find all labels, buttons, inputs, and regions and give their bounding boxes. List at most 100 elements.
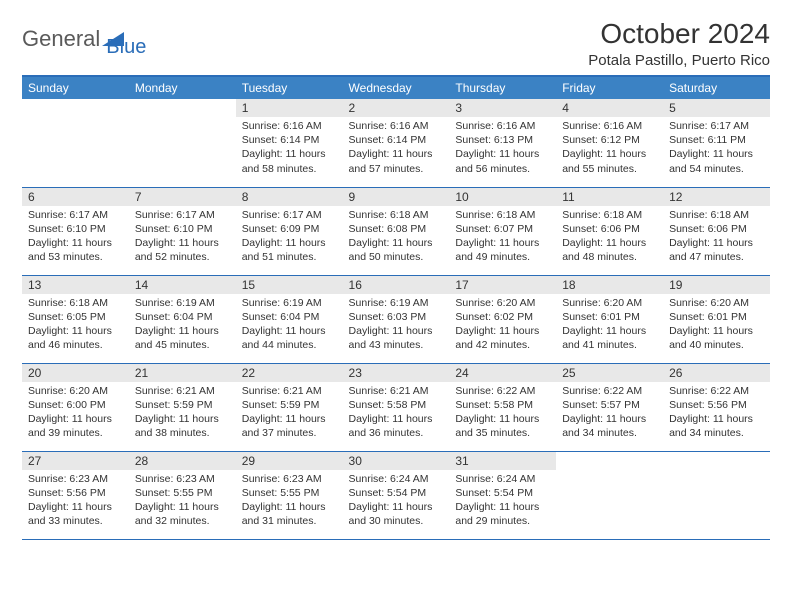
weekday-header: Saturday	[663, 76, 770, 99]
calendar-cell: 21Sunrise: 6:21 AMSunset: 5:59 PMDayligh…	[129, 363, 236, 451]
title-block: October 2024 Potala Pastillo, Puerto Ric…	[588, 18, 770, 69]
sunset-text: Sunset: 6:13 PM	[455, 133, 550, 147]
calendar-cell: 12Sunrise: 6:18 AMSunset: 6:06 PMDayligh…	[663, 187, 770, 275]
sunrise-text: Sunrise: 6:22 AM	[562, 384, 657, 398]
day-details: Sunrise: 6:22 AMSunset: 5:56 PMDaylight:…	[663, 382, 770, 445]
sunset-text: Sunset: 6:10 PM	[135, 222, 230, 236]
sunrise-text: Sunrise: 6:19 AM	[242, 296, 337, 310]
day-details: Sunrise: 6:23 AMSunset: 5:55 PMDaylight:…	[236, 470, 343, 533]
sunrise-text: Sunrise: 6:21 AM	[349, 384, 444, 398]
sunrise-text: Sunrise: 6:20 AM	[455, 296, 550, 310]
sunset-text: Sunset: 6:03 PM	[349, 310, 444, 324]
day-number: 29	[236, 452, 343, 470]
sunset-text: Sunset: 6:01 PM	[562, 310, 657, 324]
daylight-text: Daylight: 11 hours and 41 minutes.	[562, 324, 657, 352]
daylight-text: Daylight: 11 hours and 31 minutes.	[242, 500, 337, 528]
day-details: Sunrise: 6:24 AMSunset: 5:54 PMDaylight:…	[343, 470, 450, 533]
day-details: Sunrise: 6:17 AMSunset: 6:10 PMDaylight:…	[22, 206, 129, 269]
day-details: Sunrise: 6:20 AMSunset: 6:00 PMDaylight:…	[22, 382, 129, 445]
calendar-cell: 18Sunrise: 6:20 AMSunset: 6:01 PMDayligh…	[556, 275, 663, 363]
sunset-text: Sunset: 5:55 PM	[242, 486, 337, 500]
sunset-text: Sunset: 5:56 PM	[669, 398, 764, 412]
daylight-text: Daylight: 11 hours and 30 minutes.	[349, 500, 444, 528]
sunset-text: Sunset: 6:12 PM	[562, 133, 657, 147]
sunset-text: Sunset: 5:59 PM	[135, 398, 230, 412]
sunset-text: Sunset: 6:07 PM	[455, 222, 550, 236]
logo-text-2: Blue	[106, 36, 146, 59]
daylight-text: Daylight: 11 hours and 49 minutes.	[455, 236, 550, 264]
page: General Blue October 2024 Potala Pastill…	[0, 0, 792, 558]
calendar-cell: 8Sunrise: 6:17 AMSunset: 6:09 PMDaylight…	[236, 187, 343, 275]
sunrise-text: Sunrise: 6:18 AM	[562, 208, 657, 222]
daylight-text: Daylight: 11 hours and 29 minutes.	[455, 500, 550, 528]
calendar-cell: 26Sunrise: 6:22 AMSunset: 5:56 PMDayligh…	[663, 363, 770, 451]
sunrise-text: Sunrise: 6:18 AM	[455, 208, 550, 222]
day-number: 11	[556, 188, 663, 206]
daylight-text: Daylight: 11 hours and 51 minutes.	[242, 236, 337, 264]
day-number: 19	[663, 276, 770, 294]
day-number: 30	[343, 452, 450, 470]
sunset-text: Sunset: 6:01 PM	[669, 310, 764, 324]
calendar-cell: 16Sunrise: 6:19 AMSunset: 6:03 PMDayligh…	[343, 275, 450, 363]
sunset-text: Sunset: 6:06 PM	[669, 222, 764, 236]
calendar-cell: 28Sunrise: 6:23 AMSunset: 5:55 PMDayligh…	[129, 451, 236, 539]
day-number: 14	[129, 276, 236, 294]
weekday-header: Wednesday	[343, 76, 450, 99]
daylight-text: Daylight: 11 hours and 53 minutes.	[28, 236, 123, 264]
day-details: Sunrise: 6:18 AMSunset: 6:07 PMDaylight:…	[449, 206, 556, 269]
sunrise-text: Sunrise: 6:16 AM	[349, 119, 444, 133]
calendar-cell: 3Sunrise: 6:16 AMSunset: 6:13 PMDaylight…	[449, 99, 556, 187]
sunset-text: Sunset: 6:14 PM	[242, 133, 337, 147]
month-title: October 2024	[588, 18, 770, 50]
day-details: Sunrise: 6:19 AMSunset: 6:03 PMDaylight:…	[343, 294, 450, 357]
sunrise-text: Sunrise: 6:16 AM	[455, 119, 550, 133]
calendar-cell: 24Sunrise: 6:22 AMSunset: 5:58 PMDayligh…	[449, 363, 556, 451]
sunrise-text: Sunrise: 6:22 AM	[455, 384, 550, 398]
daylight-text: Daylight: 11 hours and 47 minutes.	[669, 236, 764, 264]
day-number: 27	[22, 452, 129, 470]
day-details: Sunrise: 6:21 AMSunset: 5:58 PMDaylight:…	[343, 382, 450, 445]
sunrise-text: Sunrise: 6:23 AM	[135, 472, 230, 486]
daylight-text: Daylight: 11 hours and 33 minutes.	[28, 500, 123, 528]
daylight-text: Daylight: 11 hours and 32 minutes.	[135, 500, 230, 528]
day-number: 24	[449, 364, 556, 382]
day-number: 16	[343, 276, 450, 294]
day-number: 5	[663, 99, 770, 117]
sunset-text: Sunset: 5:54 PM	[455, 486, 550, 500]
sunrise-text: Sunrise: 6:17 AM	[669, 119, 764, 133]
header: General Blue October 2024 Potala Pastill…	[22, 18, 770, 69]
day-number: 2	[343, 99, 450, 117]
calendar-cell: 2Sunrise: 6:16 AMSunset: 6:14 PMDaylight…	[343, 99, 450, 187]
sunrise-text: Sunrise: 6:19 AM	[349, 296, 444, 310]
calendar-row: 13Sunrise: 6:18 AMSunset: 6:05 PMDayligh…	[22, 275, 770, 363]
sunrise-text: Sunrise: 6:24 AM	[455, 472, 550, 486]
daylight-text: Daylight: 11 hours and 46 minutes.	[28, 324, 123, 352]
calendar-cell: 29Sunrise: 6:23 AMSunset: 5:55 PMDayligh…	[236, 451, 343, 539]
day-details: Sunrise: 6:23 AMSunset: 5:55 PMDaylight:…	[129, 470, 236, 533]
sunrise-text: Sunrise: 6:23 AM	[242, 472, 337, 486]
sunset-text: Sunset: 6:08 PM	[349, 222, 444, 236]
sunrise-text: Sunrise: 6:17 AM	[28, 208, 123, 222]
day-number: 7	[129, 188, 236, 206]
sunset-text: Sunset: 5:55 PM	[135, 486, 230, 500]
calendar-cell: 30Sunrise: 6:24 AMSunset: 5:54 PMDayligh…	[343, 451, 450, 539]
calendar-cell: 7Sunrise: 6:17 AMSunset: 6:10 PMDaylight…	[129, 187, 236, 275]
day-number: 12	[663, 188, 770, 206]
daylight-text: Daylight: 11 hours and 40 minutes.	[669, 324, 764, 352]
day-details: Sunrise: 6:18 AMSunset: 6:05 PMDaylight:…	[22, 294, 129, 357]
daylight-text: Daylight: 11 hours and 44 minutes.	[242, 324, 337, 352]
day-details: Sunrise: 6:19 AMSunset: 6:04 PMDaylight:…	[236, 294, 343, 357]
day-number: 23	[343, 364, 450, 382]
daylight-text: Daylight: 11 hours and 55 minutes.	[562, 147, 657, 175]
day-number: 8	[236, 188, 343, 206]
calendar-cell: ..	[663, 451, 770, 539]
daylight-text: Daylight: 11 hours and 37 minutes.	[242, 412, 337, 440]
day-details: Sunrise: 6:16 AMSunset: 6:14 PMDaylight:…	[343, 117, 450, 180]
calendar-cell: 10Sunrise: 6:18 AMSunset: 6:07 PMDayligh…	[449, 187, 556, 275]
calendar-cell: 1Sunrise: 6:16 AMSunset: 6:14 PMDaylight…	[236, 99, 343, 187]
calendar-cell: 20Sunrise: 6:20 AMSunset: 6:00 PMDayligh…	[22, 363, 129, 451]
weekday-header: Monday	[129, 76, 236, 99]
day-number: 10	[449, 188, 556, 206]
daylight-text: Daylight: 11 hours and 50 minutes.	[349, 236, 444, 264]
day-number: 3	[449, 99, 556, 117]
